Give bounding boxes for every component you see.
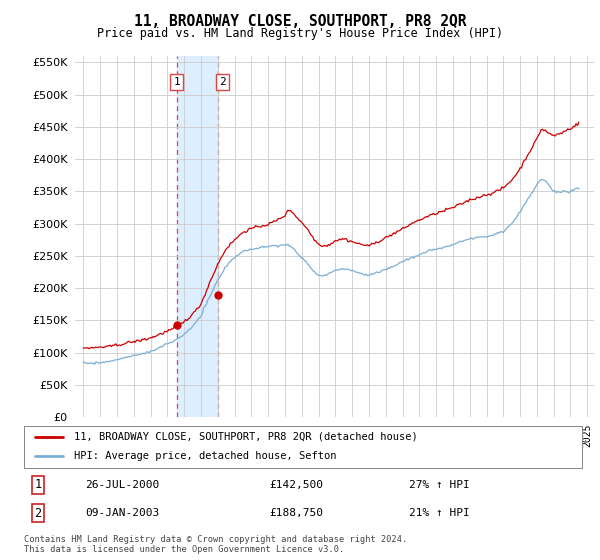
- Text: 09-JAN-2003: 09-JAN-2003: [85, 508, 160, 518]
- Text: 26-JUL-2000: 26-JUL-2000: [85, 480, 160, 490]
- Text: 11, BROADWAY CLOSE, SOUTHPORT, PR8 2QR (detached house): 11, BROADWAY CLOSE, SOUTHPORT, PR8 2QR (…: [74, 432, 418, 442]
- Text: 1: 1: [173, 77, 180, 87]
- Bar: [177, 56, 218, 417]
- Text: £142,500: £142,500: [269, 480, 323, 490]
- Text: Contains HM Land Registry data © Crown copyright and database right 2024.
This d: Contains HM Land Registry data © Crown c…: [24, 535, 407, 554]
- Text: 1: 1: [34, 478, 41, 492]
- Text: 27% ↑ HPI: 27% ↑ HPI: [409, 480, 470, 490]
- Text: 11, BROADWAY CLOSE, SOUTHPORT, PR8 2QR: 11, BROADWAY CLOSE, SOUTHPORT, PR8 2QR: [134, 14, 466, 29]
- Text: £188,750: £188,750: [269, 508, 323, 518]
- Text: HPI: Average price, detached house, Sefton: HPI: Average price, detached house, Seft…: [74, 451, 337, 461]
- Text: 21% ↑ HPI: 21% ↑ HPI: [409, 508, 470, 518]
- Text: 2: 2: [219, 77, 226, 87]
- Text: Price paid vs. HM Land Registry's House Price Index (HPI): Price paid vs. HM Land Registry's House …: [97, 27, 503, 40]
- Text: 2: 2: [34, 507, 41, 520]
